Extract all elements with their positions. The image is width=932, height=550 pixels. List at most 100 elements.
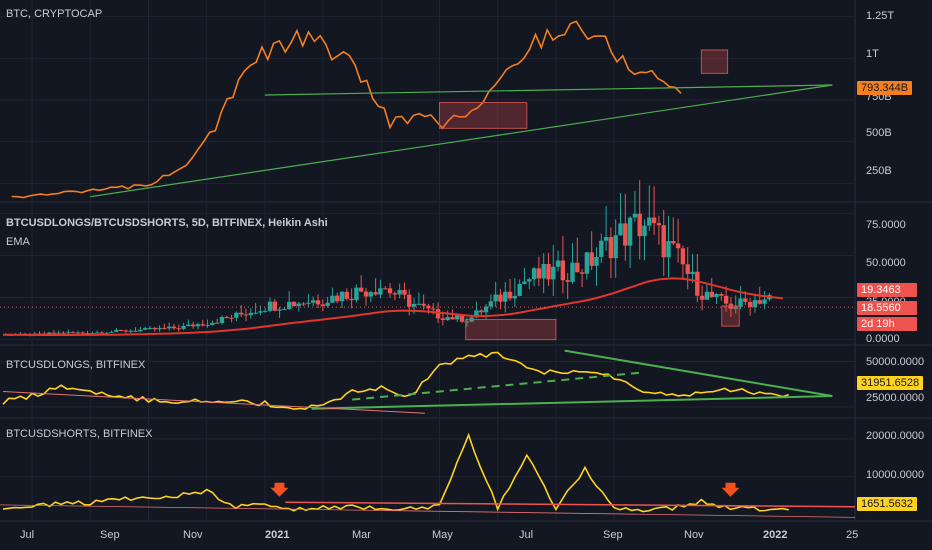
candle-body bbox=[311, 300, 316, 303]
candle-body bbox=[166, 326, 172, 329]
longs-trendline bbox=[564, 349, 833, 398]
candle-body bbox=[416, 303, 422, 305]
longs-trendline bbox=[2, 390, 425, 414]
longs-dashed-trendline bbox=[352, 371, 644, 401]
candle-body bbox=[623, 223, 628, 246]
candle-body bbox=[479, 310, 484, 313]
candle-body bbox=[320, 304, 326, 306]
candle-body bbox=[527, 279, 532, 282]
x-tick-nov2: Nov bbox=[684, 529, 704, 541]
candle-body bbox=[435, 309, 441, 319]
candle-body bbox=[128, 330, 133, 332]
candle-body bbox=[104, 332, 109, 334]
candle-body bbox=[234, 312, 239, 318]
candle-body bbox=[503, 291, 508, 302]
down-arrow-marker bbox=[270, 482, 289, 497]
x-tick-jul2: Jul bbox=[519, 529, 534, 541]
candle-body bbox=[752, 300, 758, 308]
x-tick-2021: 2021 bbox=[265, 529, 290, 541]
candle-body bbox=[723, 295, 729, 304]
candle-body bbox=[522, 281, 527, 285]
candle-body bbox=[325, 302, 330, 306]
candle-body bbox=[546, 263, 551, 280]
candle-body bbox=[699, 295, 705, 300]
grid bbox=[0, 0, 932, 522]
candle-body bbox=[704, 291, 710, 300]
candle-body bbox=[171, 326, 177, 329]
candle-body bbox=[368, 292, 374, 297]
p2-badge-top: 19.3463 bbox=[857, 283, 917, 297]
candle-body bbox=[190, 324, 196, 327]
candle-body bbox=[483, 306, 489, 313]
p2-tick-1: 50.0000 bbox=[866, 257, 906, 269]
candle-body bbox=[339, 291, 345, 302]
ratio-zone-box bbox=[465, 318, 557, 341]
candle-body bbox=[349, 298, 354, 301]
candle-body bbox=[90, 333, 95, 335]
btc-line bbox=[11, 20, 682, 199]
candle-body bbox=[512, 295, 518, 299]
candle-body bbox=[258, 311, 263, 313]
p3-badge: 31951.6528 bbox=[857, 376, 924, 390]
candle-body bbox=[229, 317, 234, 319]
shorts-line bbox=[2, 432, 789, 513]
candle-body bbox=[291, 301, 297, 306]
p3-title: BTCUSDLONGS, BITFINEX bbox=[6, 359, 146, 371]
candle-body bbox=[709, 291, 714, 297]
p1-tick-1: 1T bbox=[866, 48, 879, 60]
shorts-support bbox=[0, 504, 856, 518]
p1-badge: 793.344B bbox=[857, 81, 913, 95]
candle-body bbox=[507, 291, 513, 299]
candle-body bbox=[608, 237, 614, 259]
candle-body bbox=[474, 310, 479, 318]
candle-body bbox=[354, 287, 359, 301]
candle-body bbox=[142, 328, 148, 330]
candle-body bbox=[138, 329, 143, 332]
candle-body bbox=[536, 268, 542, 279]
candle-body bbox=[637, 213, 642, 237]
candle-body bbox=[176, 328, 181, 330]
btc-zone-box bbox=[439, 102, 528, 129]
candle-body bbox=[747, 301, 753, 308]
ema-line bbox=[3, 277, 783, 336]
candle-body bbox=[632, 213, 638, 218]
candle-body bbox=[762, 299, 767, 304]
x-tick-nov: Nov bbox=[183, 529, 203, 541]
candle-body bbox=[118, 329, 124, 331]
candle-body bbox=[181, 325, 186, 329]
candle-body bbox=[46, 332, 52, 334]
p1-title: BTC, CRYPTOCAP bbox=[6, 8, 103, 20]
candle-body bbox=[195, 324, 201, 327]
candle-body bbox=[647, 217, 652, 226]
candle-body bbox=[66, 332, 71, 334]
candle-body bbox=[373, 292, 378, 295]
candle-body bbox=[431, 308, 436, 310]
p4-tick-1: 10000.0000 bbox=[866, 469, 925, 481]
candle-body bbox=[286, 301, 292, 310]
candle-body bbox=[589, 252, 594, 266]
candle-body bbox=[618, 223, 623, 236]
chart-shapes bbox=[0, 20, 856, 518]
candle-body bbox=[214, 322, 220, 324]
candle-body bbox=[133, 330, 138, 332]
p2-badge-bottom: 2d 19h bbox=[857, 317, 917, 331]
candle-body bbox=[51, 332, 57, 334]
candle-body bbox=[599, 240, 604, 257]
candle-body bbox=[152, 327, 157, 330]
candle-body bbox=[743, 298, 748, 302]
x-tick-25: 25 bbox=[846, 529, 859, 541]
down-arrow-marker bbox=[721, 482, 740, 497]
candle-body bbox=[392, 293, 398, 295]
candle-body bbox=[459, 314, 465, 322]
candle-body bbox=[440, 318, 446, 321]
candle-body bbox=[517, 284, 522, 296]
candle-body bbox=[282, 309, 287, 311]
candle-body bbox=[85, 333, 90, 335]
candle-body bbox=[330, 295, 335, 303]
p3-tick-1: 25000.0000 bbox=[866, 392, 925, 404]
candle-body bbox=[296, 303, 302, 306]
x-tick-2022: 2022 bbox=[763, 529, 788, 541]
candle-body bbox=[421, 303, 426, 306]
candle-body bbox=[210, 322, 215, 325]
candle-body bbox=[306, 302, 311, 304]
